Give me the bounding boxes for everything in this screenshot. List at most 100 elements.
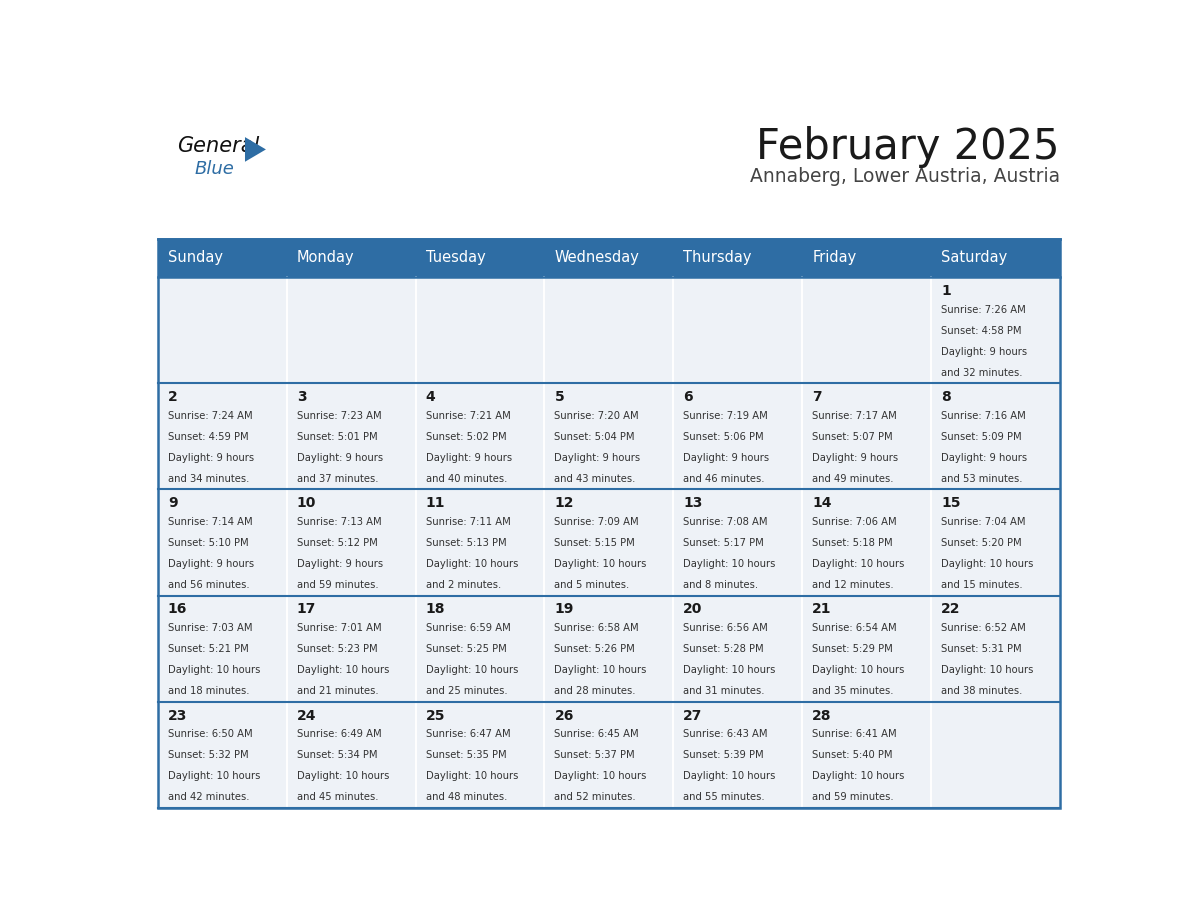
- Bar: [544, 489, 674, 596]
- Bar: [544, 701, 674, 808]
- Text: and 43 minutes.: and 43 minutes.: [555, 474, 636, 484]
- Text: 15: 15: [941, 497, 961, 510]
- Polygon shape: [245, 137, 266, 162]
- Text: and 56 minutes.: and 56 minutes.: [168, 580, 249, 590]
- Bar: [544, 277, 674, 384]
- Bar: [931, 701, 1060, 808]
- Bar: [416, 277, 544, 384]
- Text: Daylight: 9 hours: Daylight: 9 hours: [683, 453, 770, 463]
- Text: Sunrise: 7:17 AM: Sunrise: 7:17 AM: [813, 411, 897, 421]
- Bar: [286, 239, 416, 277]
- Text: Annaberg, Lower Austria, Austria: Annaberg, Lower Austria, Austria: [750, 167, 1060, 186]
- Text: and 59 minutes.: and 59 minutes.: [813, 792, 893, 802]
- Bar: [802, 701, 931, 808]
- Text: 5: 5: [555, 390, 564, 404]
- Text: Sunset: 5:40 PM: Sunset: 5:40 PM: [813, 750, 892, 760]
- Text: 3: 3: [297, 390, 307, 404]
- Text: Sunset: 5:01 PM: Sunset: 5:01 PM: [297, 432, 378, 442]
- Text: Daylight: 10 hours: Daylight: 10 hours: [683, 559, 776, 569]
- Bar: [416, 239, 544, 277]
- Text: Sunrise: 6:41 AM: Sunrise: 6:41 AM: [813, 730, 897, 739]
- Text: Sunrise: 7:19 AM: Sunrise: 7:19 AM: [683, 411, 769, 421]
- Bar: [544, 384, 674, 489]
- Text: 2: 2: [168, 390, 178, 404]
- Text: Sunset: 5:26 PM: Sunset: 5:26 PM: [555, 644, 636, 655]
- Bar: [674, 596, 802, 701]
- Text: Sunrise: 7:11 AM: Sunrise: 7:11 AM: [425, 517, 511, 527]
- Text: 21: 21: [813, 602, 832, 617]
- Text: Sunrise: 7:03 AM: Sunrise: 7:03 AM: [168, 623, 252, 633]
- Text: and 8 minutes.: and 8 minutes.: [683, 580, 758, 590]
- Text: Daylight: 9 hours: Daylight: 9 hours: [425, 453, 512, 463]
- Text: and 55 minutes.: and 55 minutes.: [683, 792, 765, 802]
- Bar: [286, 384, 416, 489]
- Bar: [931, 596, 1060, 701]
- Text: Sunrise: 7:04 AM: Sunrise: 7:04 AM: [941, 517, 1025, 527]
- Text: 25: 25: [425, 709, 446, 722]
- Text: Sunrise: 6:56 AM: Sunrise: 6:56 AM: [683, 623, 769, 633]
- Text: Sunset: 5:15 PM: Sunset: 5:15 PM: [555, 538, 636, 548]
- Bar: [158, 489, 286, 596]
- Bar: [931, 489, 1060, 596]
- Text: Daylight: 10 hours: Daylight: 10 hours: [555, 771, 646, 781]
- Text: and 12 minutes.: and 12 minutes.: [813, 580, 893, 590]
- Text: Sunset: 5:37 PM: Sunset: 5:37 PM: [555, 750, 636, 760]
- Text: Daylight: 10 hours: Daylight: 10 hours: [555, 666, 646, 676]
- Text: Sunset: 5:21 PM: Sunset: 5:21 PM: [168, 644, 248, 655]
- Text: 18: 18: [425, 602, 446, 617]
- Text: 26: 26: [555, 709, 574, 722]
- Text: and 49 minutes.: and 49 minutes.: [813, 474, 893, 484]
- Text: Daylight: 10 hours: Daylight: 10 hours: [168, 771, 260, 781]
- Text: Sunset: 4:59 PM: Sunset: 4:59 PM: [168, 432, 248, 442]
- Text: Daylight: 9 hours: Daylight: 9 hours: [941, 347, 1028, 357]
- Text: Daylight: 10 hours: Daylight: 10 hours: [813, 559, 904, 569]
- Bar: [158, 239, 1060, 808]
- Text: Sunset: 5:39 PM: Sunset: 5:39 PM: [683, 750, 764, 760]
- Text: and 18 minutes.: and 18 minutes.: [168, 687, 249, 697]
- Text: and 15 minutes.: and 15 minutes.: [941, 580, 1023, 590]
- Bar: [158, 384, 286, 489]
- Bar: [802, 384, 931, 489]
- Bar: [674, 239, 802, 277]
- Text: and 45 minutes.: and 45 minutes.: [297, 792, 378, 802]
- Text: General: General: [177, 137, 259, 156]
- Text: 17: 17: [297, 602, 316, 617]
- Text: and 42 minutes.: and 42 minutes.: [168, 792, 249, 802]
- Bar: [286, 277, 416, 384]
- Text: Sunset: 5:09 PM: Sunset: 5:09 PM: [941, 432, 1022, 442]
- Text: Daylight: 9 hours: Daylight: 9 hours: [168, 453, 254, 463]
- Bar: [158, 277, 286, 384]
- Bar: [544, 596, 674, 701]
- Text: Sunset: 5:32 PM: Sunset: 5:32 PM: [168, 750, 248, 760]
- Text: February 2025: February 2025: [757, 126, 1060, 168]
- Text: Sunset: 5:31 PM: Sunset: 5:31 PM: [941, 644, 1022, 655]
- Text: Sunrise: 7:23 AM: Sunrise: 7:23 AM: [297, 411, 381, 421]
- Text: 14: 14: [813, 497, 832, 510]
- Text: and 31 minutes.: and 31 minutes.: [683, 687, 765, 697]
- Bar: [416, 489, 544, 596]
- Text: 11: 11: [425, 497, 446, 510]
- Text: and 21 minutes.: and 21 minutes.: [297, 687, 378, 697]
- Text: Friday: Friday: [813, 251, 857, 265]
- Text: 13: 13: [683, 497, 703, 510]
- Text: Sunset: 5:20 PM: Sunset: 5:20 PM: [941, 538, 1022, 548]
- Text: 10: 10: [297, 497, 316, 510]
- Text: Sunrise: 7:14 AM: Sunrise: 7:14 AM: [168, 517, 253, 527]
- Text: 20: 20: [683, 602, 703, 617]
- Text: Sunrise: 7:26 AM: Sunrise: 7:26 AM: [941, 305, 1026, 315]
- Text: Sunrise: 7:09 AM: Sunrise: 7:09 AM: [555, 517, 639, 527]
- Text: Daylight: 9 hours: Daylight: 9 hours: [555, 453, 640, 463]
- Bar: [931, 384, 1060, 489]
- Text: and 37 minutes.: and 37 minutes.: [297, 474, 378, 484]
- Text: Sunrise: 6:47 AM: Sunrise: 6:47 AM: [425, 730, 510, 739]
- Text: Daylight: 10 hours: Daylight: 10 hours: [813, 666, 904, 676]
- Text: and 40 minutes.: and 40 minutes.: [425, 474, 507, 484]
- Text: Daylight: 10 hours: Daylight: 10 hours: [425, 666, 518, 676]
- Text: Daylight: 10 hours: Daylight: 10 hours: [297, 666, 390, 676]
- Bar: [416, 596, 544, 701]
- Text: Sunset: 5:35 PM: Sunset: 5:35 PM: [425, 750, 506, 760]
- Text: 22: 22: [941, 602, 961, 617]
- Text: Sunset: 5:10 PM: Sunset: 5:10 PM: [168, 538, 248, 548]
- Text: Daylight: 10 hours: Daylight: 10 hours: [683, 666, 776, 676]
- Text: and 34 minutes.: and 34 minutes.: [168, 474, 249, 484]
